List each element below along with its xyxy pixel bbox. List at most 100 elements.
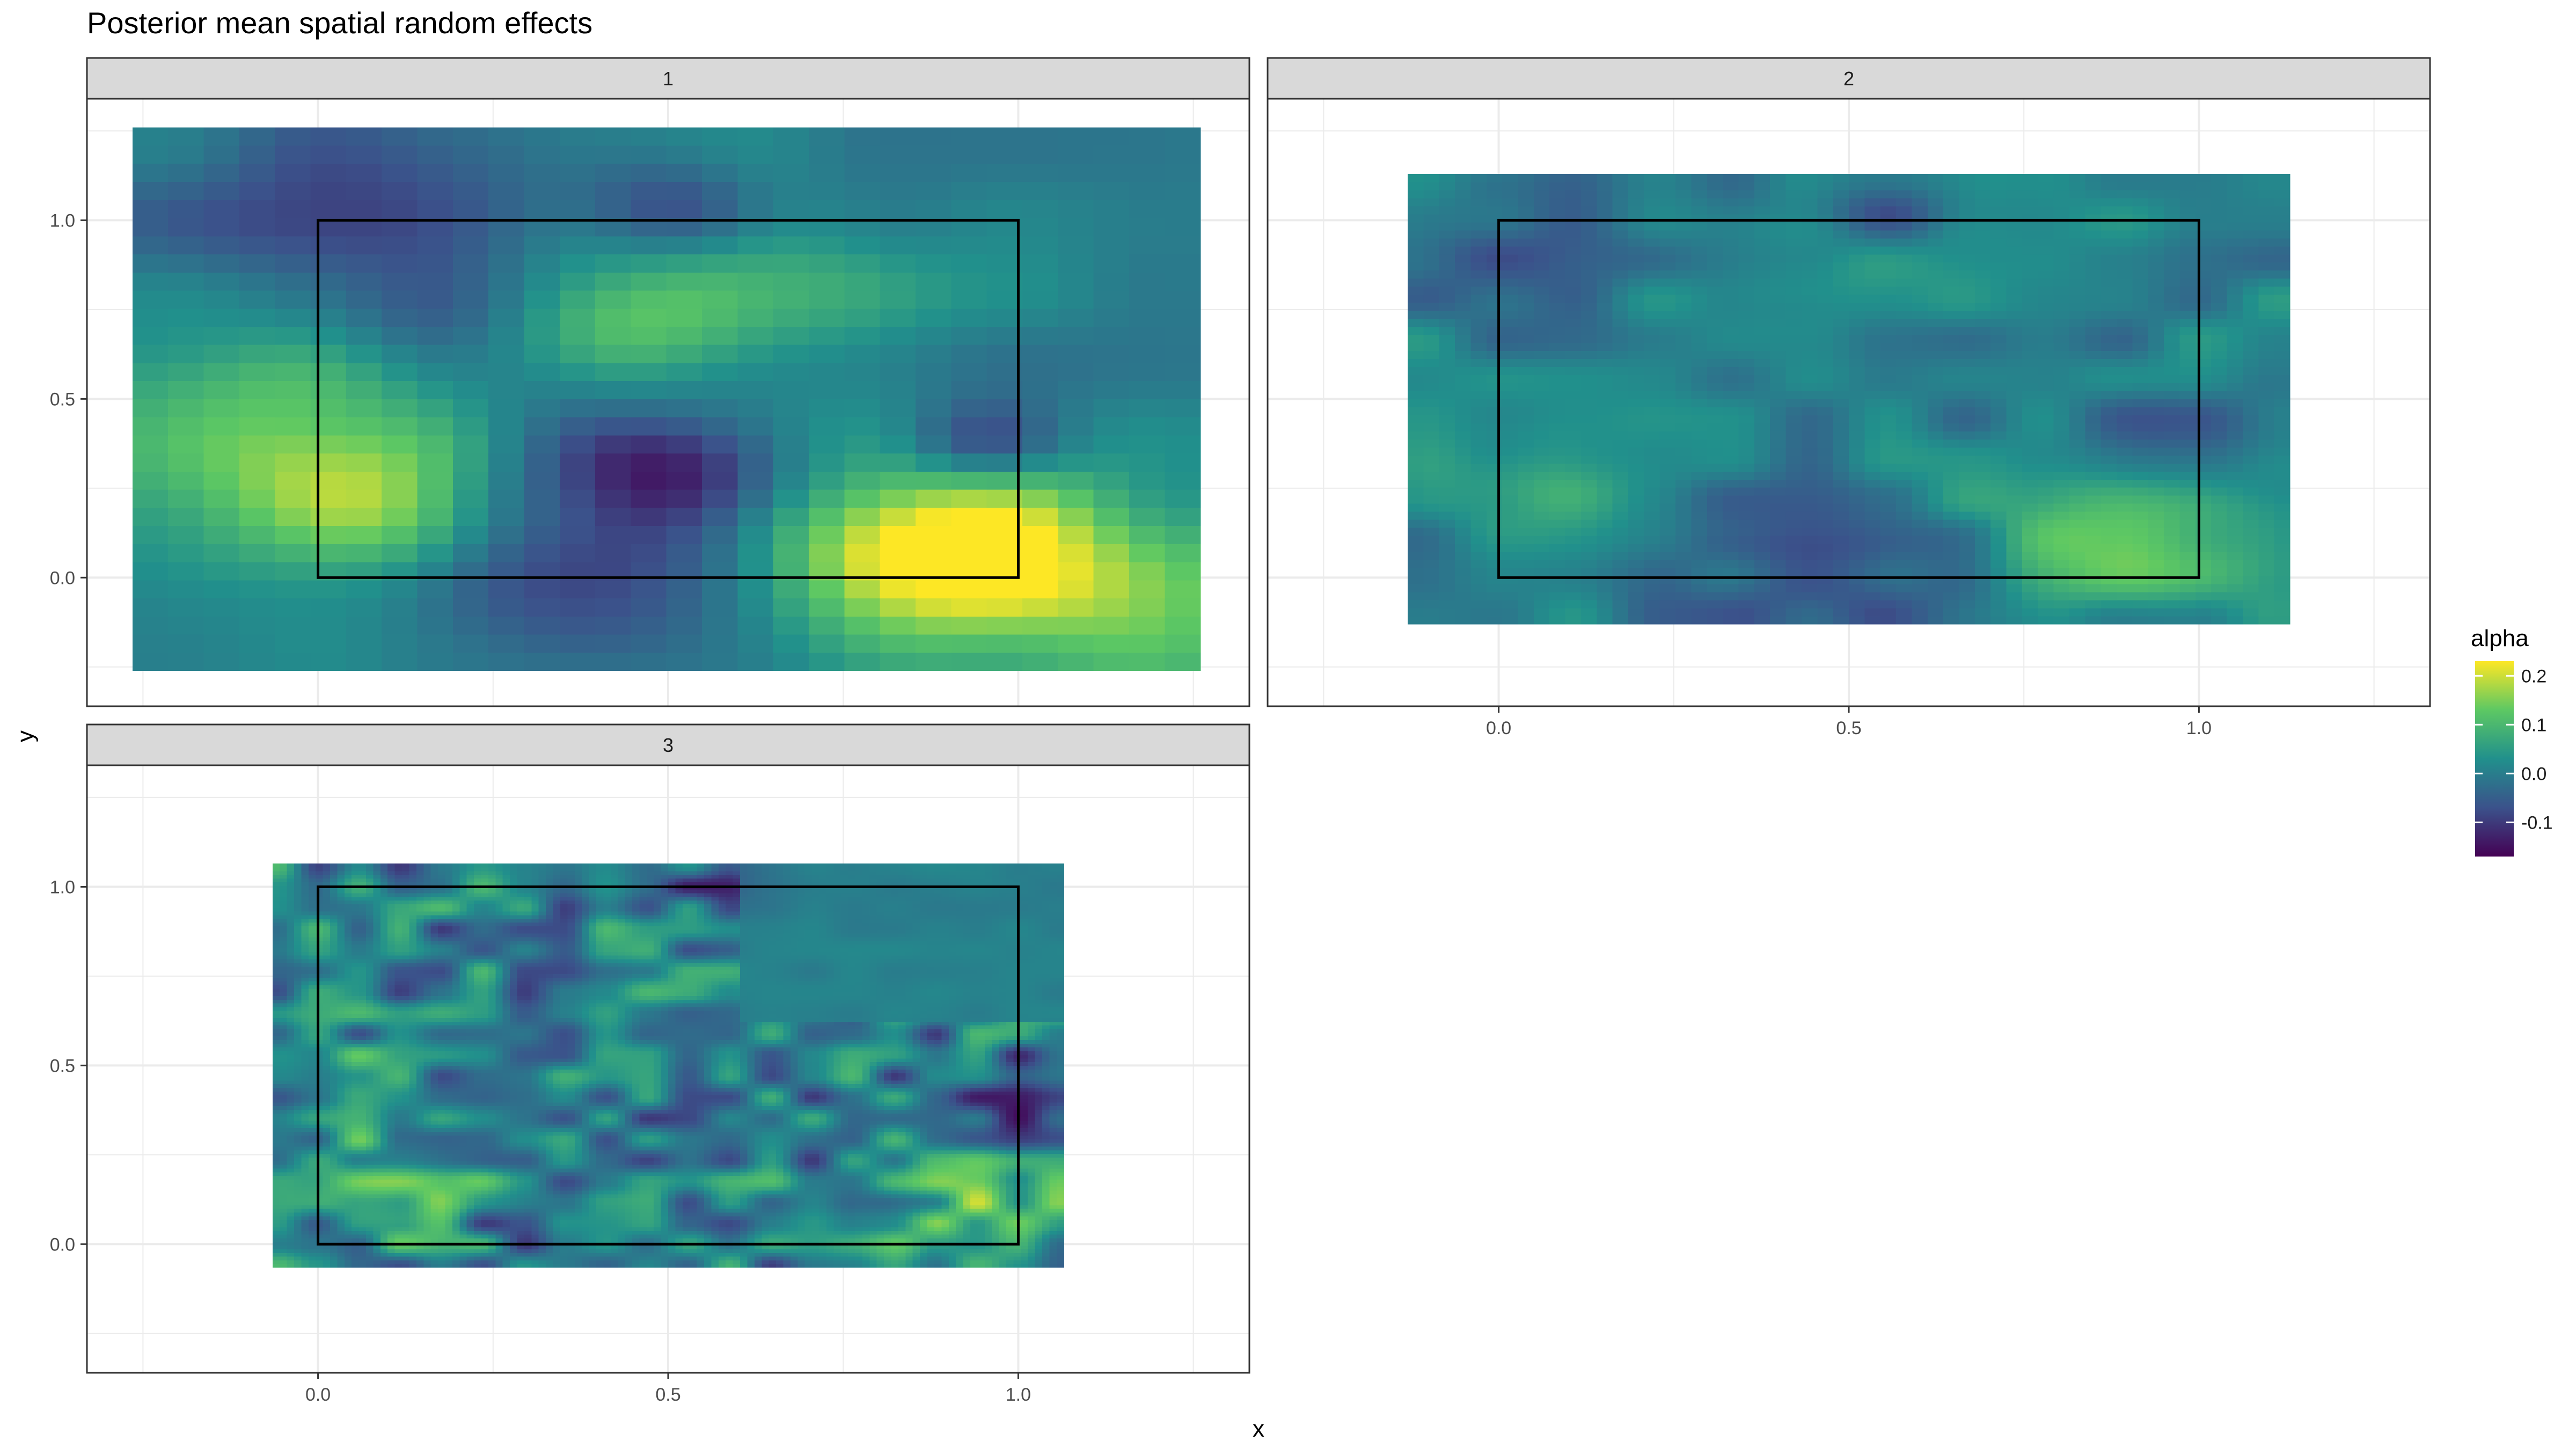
heatmap-cell [1628, 310, 1644, 319]
heatmap-cell [239, 290, 275, 309]
heatmap-cell [1628, 302, 1644, 311]
heatmap-cell [308, 1209, 316, 1213]
heatmap-cell [1565, 222, 1582, 231]
heatmap-cell [2069, 439, 2085, 448]
heatmap-cell [1974, 552, 1991, 560]
heatmap-cell [294, 1109, 302, 1114]
heatmap-cell [323, 1018, 331, 1022]
heatmap-cell [2242, 399, 2259, 407]
heatmap-cell [1959, 262, 1975, 271]
heatmap-cell [2022, 334, 2038, 343]
heatmap-cell [1439, 608, 1455, 617]
heatmap-cell [1864, 358, 1881, 368]
heatmap-cell [1801, 583, 1818, 592]
heatmap-cell [1833, 591, 1849, 601]
heatmap-cell [294, 1098, 302, 1103]
heatmap-cell [323, 1050, 331, 1055]
heatmap-cell [1659, 342, 1676, 352]
heatmap-cell [1470, 544, 1487, 552]
heatmap-cell [1470, 559, 1487, 568]
heatmap-cell [1833, 415, 1849, 423]
heatmap-cell [168, 598, 204, 617]
heatmap-cell [2085, 503, 2102, 512]
heatmap-cell [1943, 487, 1960, 496]
heatmap-cell [1817, 616, 1834, 625]
heatmap-cell [1927, 270, 1944, 279]
heatmap-cell [280, 1197, 288, 1202]
heatmap-cell [1817, 375, 1834, 383]
heatmap-cell [1486, 334, 1503, 343]
heatmap-cell [1817, 503, 1834, 512]
heatmap-cell [1849, 342, 1865, 352]
heatmap-cell [1990, 495, 2007, 504]
heatmap-cell [1707, 310, 1723, 319]
heatmap-cell [272, 1117, 280, 1121]
heatmap-cell [301, 1113, 309, 1117]
heatmap-cell [323, 1080, 331, 1085]
heatmap-cell [382, 290, 418, 309]
heatmap-cell [1817, 350, 1834, 360]
heatmap-cell [294, 926, 302, 930]
heatmap-cell [1659, 181, 1676, 191]
heatmap-cell [294, 996, 302, 1000]
x-tick-label: 0.5 [1836, 718, 1861, 738]
heatmap-cell [308, 1146, 316, 1151]
heatmap-cell [132, 127, 169, 146]
heatmap-cell [1628, 439, 1644, 448]
heatmap-cell [323, 1091, 331, 1095]
heatmap-cell [1644, 552, 1660, 560]
heatmap-cell [1675, 246, 1692, 255]
heatmap-cell [524, 236, 560, 255]
heatmap-cell [1974, 463, 1991, 472]
heatmap-cell [1770, 302, 1787, 311]
heatmap-cell [287, 1047, 295, 1051]
heatmap-cell [1628, 559, 1644, 568]
heatmap-cell [1943, 246, 1960, 255]
heatmap-cell [2274, 479, 2290, 488]
heatmap-cell [737, 145, 774, 164]
heatmap-cell [844, 598, 881, 617]
heatmap-cell [2069, 503, 2085, 512]
heatmap-cell [346, 145, 382, 164]
heatmap-cell [2164, 479, 2180, 488]
heatmap-cell [308, 1036, 316, 1041]
heatmap-cell [168, 399, 204, 418]
heatmap-cell [1990, 286, 2007, 295]
heatmap-cell [1691, 487, 1708, 496]
heatmap-cell [1738, 342, 1755, 352]
heatmap-cell [1707, 544, 1723, 552]
heatmap-cell [323, 1025, 331, 1029]
heatmap-cell [272, 992, 280, 996]
heatmap-cell [1801, 616, 1818, 625]
heatmap-cell [1880, 463, 1897, 472]
heatmap-cell [1770, 407, 1787, 415]
heatmap-cell [1407, 503, 1424, 512]
heatmap-cell [2117, 431, 2133, 440]
heatmap-cell [1927, 302, 1944, 311]
heatmap-cell [631, 236, 667, 255]
heatmap-cell [1817, 439, 1834, 448]
heatmap-cell [287, 904, 295, 908]
heatmap-cell [203, 544, 240, 562]
heatmap-cell [1943, 181, 1960, 191]
heatmap-cell [1801, 552, 1818, 560]
heatmap-cell [1612, 519, 1629, 528]
heatmap-cell [1659, 286, 1676, 295]
heatmap-cell [1502, 511, 1519, 520]
heatmap-cell [773, 634, 809, 653]
heatmap-cell [2053, 254, 2070, 263]
heatmap-cell [2022, 302, 2038, 311]
heatmap-cell [1801, 286, 1818, 295]
heatmap-cell [1801, 608, 1818, 617]
heatmap-cell [287, 1135, 295, 1139]
heatmap-cell [1738, 463, 1755, 472]
heatmap-cell [1864, 326, 1881, 335]
heatmap-cell [168, 616, 204, 635]
heatmap-cell [1439, 423, 1455, 431]
heatmap-cell [1470, 519, 1487, 528]
heatmap-cell [1644, 342, 1660, 352]
heatmap-cell [1896, 278, 1913, 287]
heatmap-cell [1927, 358, 1944, 368]
heatmap-cell [1580, 222, 1597, 231]
heatmap-cell [1612, 599, 1629, 609]
